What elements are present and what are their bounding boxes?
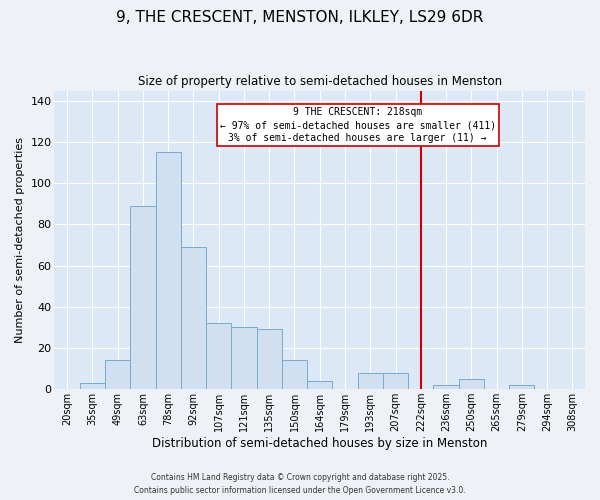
Bar — [282, 360, 307, 389]
Bar — [181, 247, 206, 389]
Bar — [433, 385, 458, 389]
X-axis label: Distribution of semi-detached houses by size in Menston: Distribution of semi-detached houses by … — [152, 437, 487, 450]
Bar — [358, 372, 383, 389]
Text: 9, THE CRESCENT, MENSTON, ILKLEY, LS29 6DR: 9, THE CRESCENT, MENSTON, ILKLEY, LS29 6… — [116, 10, 484, 25]
Bar — [206, 324, 232, 389]
Bar — [257, 330, 282, 389]
Text: 9 THE CRESCENT: 218sqm
← 97% of semi-detached houses are smaller (411)
3% of sem: 9 THE CRESCENT: 218sqm ← 97% of semi-det… — [220, 107, 496, 144]
Bar — [383, 372, 408, 389]
Bar — [80, 383, 105, 389]
Bar — [307, 381, 332, 389]
Bar — [105, 360, 130, 389]
Bar — [458, 379, 484, 389]
Y-axis label: Number of semi-detached properties: Number of semi-detached properties — [15, 137, 25, 343]
Text: Contains HM Land Registry data © Crown copyright and database right 2025.
Contai: Contains HM Land Registry data © Crown c… — [134, 474, 466, 495]
Bar — [509, 385, 535, 389]
Title: Size of property relative to semi-detached houses in Menston: Size of property relative to semi-detach… — [137, 75, 502, 88]
Bar — [130, 206, 155, 389]
Bar — [155, 152, 181, 389]
Bar — [232, 328, 257, 389]
